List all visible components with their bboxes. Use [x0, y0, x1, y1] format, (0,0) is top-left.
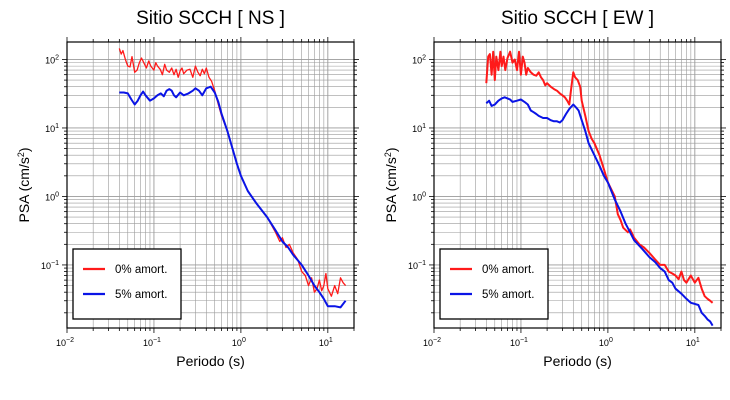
- legend-label: 0% amort.: [115, 264, 167, 276]
- y-tick-label: 102: [45, 54, 59, 65]
- x-tick-label: 100: [599, 337, 613, 348]
- x-tick-label: 10−2: [56, 337, 74, 348]
- plot-frame: [433, 41, 722, 329]
- x-tick-label: 100: [232, 337, 246, 348]
- series-line-5-amort: [485, 96, 714, 327]
- legend: 0% amort. 5% amort.: [72, 248, 182, 320]
- legend: 0% amort. 5% amort.: [439, 248, 549, 320]
- y-axis-label: PSA (cm/s2): [16, 147, 32, 222]
- y-tick-label: 10−1: [41, 260, 59, 271]
- y-tick-label: 100: [45, 191, 59, 202]
- y-tick-label: 101: [412, 123, 426, 134]
- legend-label: 5% amort.: [482, 289, 534, 301]
- y-axis-label: PSA (cm/s2): [383, 147, 399, 222]
- series-line-0-amort: [485, 50, 714, 304]
- y-tick-label: 102: [412, 54, 426, 65]
- chart-panel-1: 10−2 10−1 100 101 10−1 100 101 102 Sitio SCCH [ …: [16, 8, 359, 369]
- y-tick-label: 10−1: [408, 260, 426, 271]
- series-line-5-amort: [119, 85, 347, 309]
- chart-title: Sitio SCCH [ EW ]: [501, 8, 654, 29]
- legend-box: [72, 248, 182, 320]
- legend-label: 5% amort.: [115, 289, 167, 301]
- chart-title: Sitio SCCH [ NS ]: [136, 8, 285, 29]
- series-line-0-amort: [118, 48, 347, 297]
- chart-panel-2: 10−2 10−1 100 101 10−1 100 101 102 Sitio SCCH [ …: [383, 8, 726, 369]
- y-tick-label: 100: [412, 191, 426, 202]
- x-tick-label: 101: [686, 337, 700, 348]
- x-tick-label: 10−1: [143, 337, 161, 348]
- legend-box: [439, 248, 549, 320]
- x-axis-label: Periodo (s): [543, 353, 611, 369]
- y-tick-label: 101: [45, 123, 59, 134]
- x-tick-label: 101: [319, 337, 333, 348]
- x-tick-label: 10−1: [510, 337, 528, 348]
- grid: [66, 42, 355, 328]
- legend-label: 0% amort.: [482, 264, 534, 276]
- x-tick-label: 10−2: [423, 337, 441, 348]
- x-axis-label: Periodo (s): [176, 353, 244, 369]
- plot-frame: [66, 41, 355, 329]
